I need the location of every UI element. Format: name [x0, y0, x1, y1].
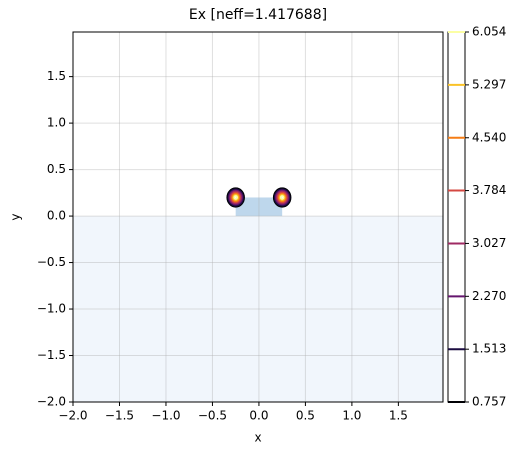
colorbar-tick-label: 3.784 — [472, 183, 506, 197]
x-tick-label: 0.0 — [249, 409, 268, 423]
y-tick-label: 1.5 — [47, 69, 66, 83]
x-axis-label: x — [254, 431, 261, 445]
y-tick-label: 0.5 — [47, 162, 66, 176]
x-tick-label: 1.0 — [342, 409, 361, 423]
y-tick-label: 0.0 — [47, 209, 66, 223]
y-axis-label: y — [9, 213, 23, 220]
x-tick-label: −1.0 — [151, 409, 180, 423]
contour — [226, 187, 245, 208]
y-tick-label: −0.5 — [37, 255, 66, 269]
plot-frame — [72, 31, 444, 403]
contour — [279, 195, 285, 200]
contour — [277, 192, 287, 203]
contour — [274, 189, 290, 206]
colorbar-tick-label: 2.270 — [472, 289, 506, 303]
contour — [273, 188, 291, 207]
contour — [227, 188, 244, 207]
y-tick-label: −2.0 — [37, 395, 66, 409]
structure — [73, 216, 443, 402]
colorbar-tick-label: 5.297 — [472, 77, 506, 91]
x-tick-label: 0.5 — [296, 409, 315, 423]
x-tick-label: 1.5 — [389, 409, 408, 423]
colorbar — [447, 31, 466, 403]
contour — [276, 191, 288, 204]
contour — [228, 189, 243, 206]
colorbar-tick-label: 6.054 — [472, 25, 506, 39]
contour — [232, 193, 239, 201]
x-tick-label: −1.5 — [105, 409, 134, 423]
colorbar-tick-label: 1.513 — [472, 342, 506, 356]
x-tick-label: −2.0 — [58, 409, 87, 423]
chart-title: Ex [neff=1.417688] — [189, 7, 327, 23]
contour — [278, 193, 286, 201]
y-tick-label: −1.0 — [37, 302, 66, 316]
colorbar-tick-label: 3.027 — [472, 236, 506, 250]
x-tick-label: −0.5 — [198, 409, 227, 423]
contour — [233, 195, 238, 200]
y-tick-label: −1.5 — [37, 348, 66, 362]
contour — [230, 191, 241, 204]
colorbar-tick-label: 4.540 — [472, 130, 506, 144]
contour — [229, 190, 242, 205]
contour — [231, 192, 240, 203]
structure — [235, 197, 283, 217]
contour — [272, 187, 292, 208]
y-tick-label: 1.0 — [47, 116, 66, 130]
colorbar-tick-label: 0.757 — [472, 395, 506, 409]
contour — [275, 190, 289, 205]
